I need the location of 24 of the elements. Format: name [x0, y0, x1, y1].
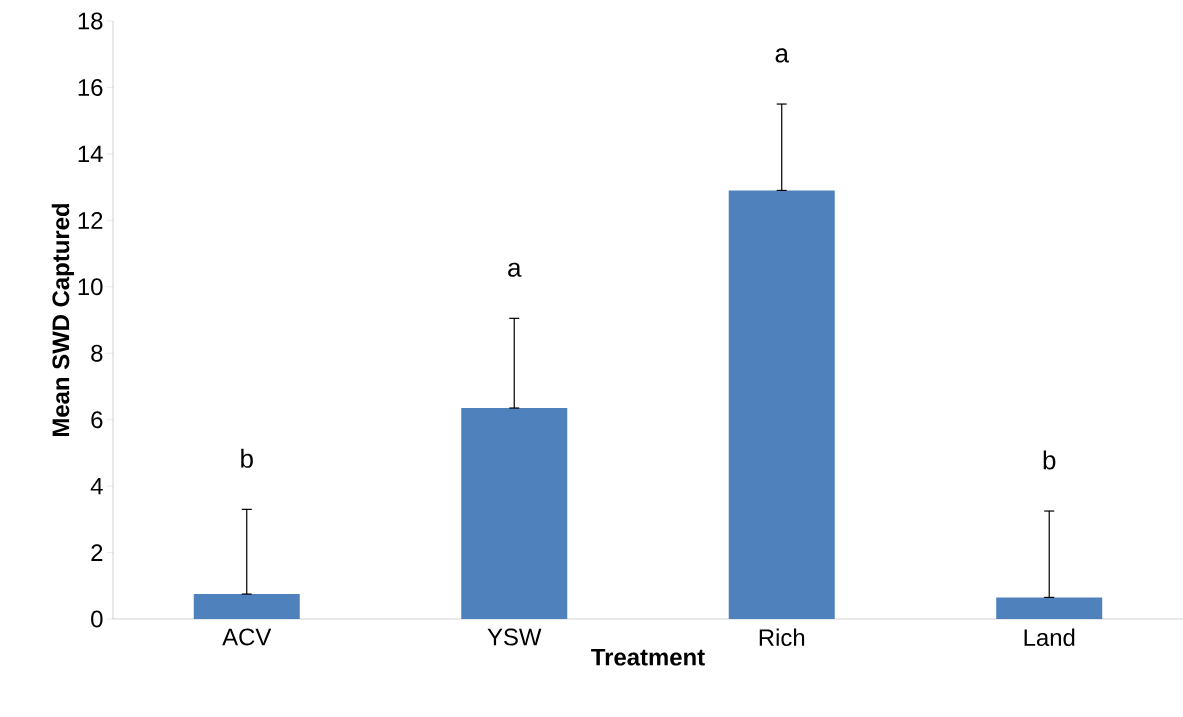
x-tick-label: Rich	[759, 628, 805, 647]
y-tick-label: 4	[90, 477, 103, 495]
x-tick-label: Land	[1024, 628, 1075, 647]
bar	[461, 408, 568, 619]
bar	[193, 594, 300, 619]
y-tick-label: 8	[91, 344, 103, 362]
y-tick-label: 18	[78, 12, 103, 30]
annotation: a	[775, 48, 789, 63]
bar	[996, 597, 1103, 619]
annotation: a	[508, 262, 522, 277]
x-tick-label: YSW	[487, 628, 542, 646]
x-tick-label: ACV	[222, 628, 272, 646]
x-axis-title: Treatment	[591, 648, 705, 666]
y-tick-label: 16	[78, 78, 103, 96]
y-tick-label: 0	[91, 610, 103, 628]
bar	[728, 190, 835, 619]
y-axis-title: Mean SWD Captured	[51, 204, 75, 436]
y-tick-label: 10	[78, 278, 103, 296]
y-tick-label: 2	[91, 544, 103, 561]
y-tick-label: 6	[91, 411, 103, 429]
annotation: b	[241, 448, 253, 468]
annotation: b	[1043, 450, 1056, 470]
y-tick-label: 14	[78, 145, 103, 163]
y-tick-label: 12	[78, 211, 103, 229]
